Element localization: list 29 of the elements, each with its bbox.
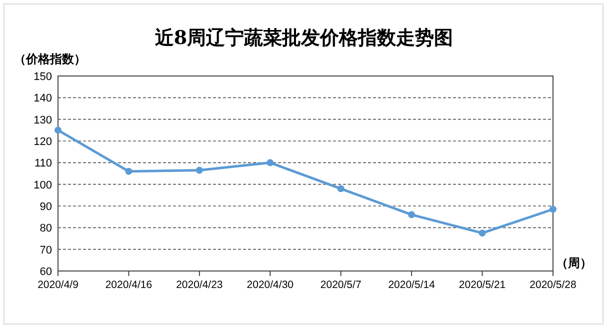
- x-tick-label: 2020/4/16: [105, 279, 152, 291]
- point: [337, 185, 344, 192]
- point: [478, 230, 486, 237]
- x-axis-title: （周）: [556, 256, 592, 270]
- y-tick-label: 80: [40, 222, 52, 235]
- y-tick-label: 60: [40, 266, 52, 278]
- y-tick-label: 100: [34, 179, 52, 192]
- y-tick-label: 130: [34, 114, 52, 126]
- point: [54, 126, 62, 134]
- point: [266, 159, 274, 166]
- y-axis-title: （价格指数）: [14, 52, 86, 66]
- x-tick-label: 2020/4/9: [38, 279, 79, 291]
- x-tick-label: 2020/5/7: [320, 279, 362, 291]
- y-tick-label: 120: [34, 136, 52, 148]
- point: [196, 166, 203, 174]
- y-tick-label: 110: [34, 158, 52, 170]
- x-tick-label: 2020/4/23: [176, 279, 223, 291]
- x-tick-label: 2020/5/14: [388, 279, 436, 291]
- y-tick-label: 70: [40, 244, 52, 256]
- y-tick-label: 90: [40, 201, 52, 213]
- x-tick-label: 2020/4/30: [246, 279, 294, 291]
- point: [550, 206, 556, 213]
- x-tick-label: 2020/5/28: [530, 279, 577, 291]
- y-tick-label: 150: [34, 71, 52, 83]
- x-tick-label: 2020/5/21: [458, 279, 506, 291]
- y-tick-label: 140: [34, 92, 52, 105]
- point: [408, 211, 416, 218]
- chart-title: 近8周辽宁蔬菜批发价格指数走势图: [154, 27, 454, 49]
- point: [125, 168, 132, 175]
